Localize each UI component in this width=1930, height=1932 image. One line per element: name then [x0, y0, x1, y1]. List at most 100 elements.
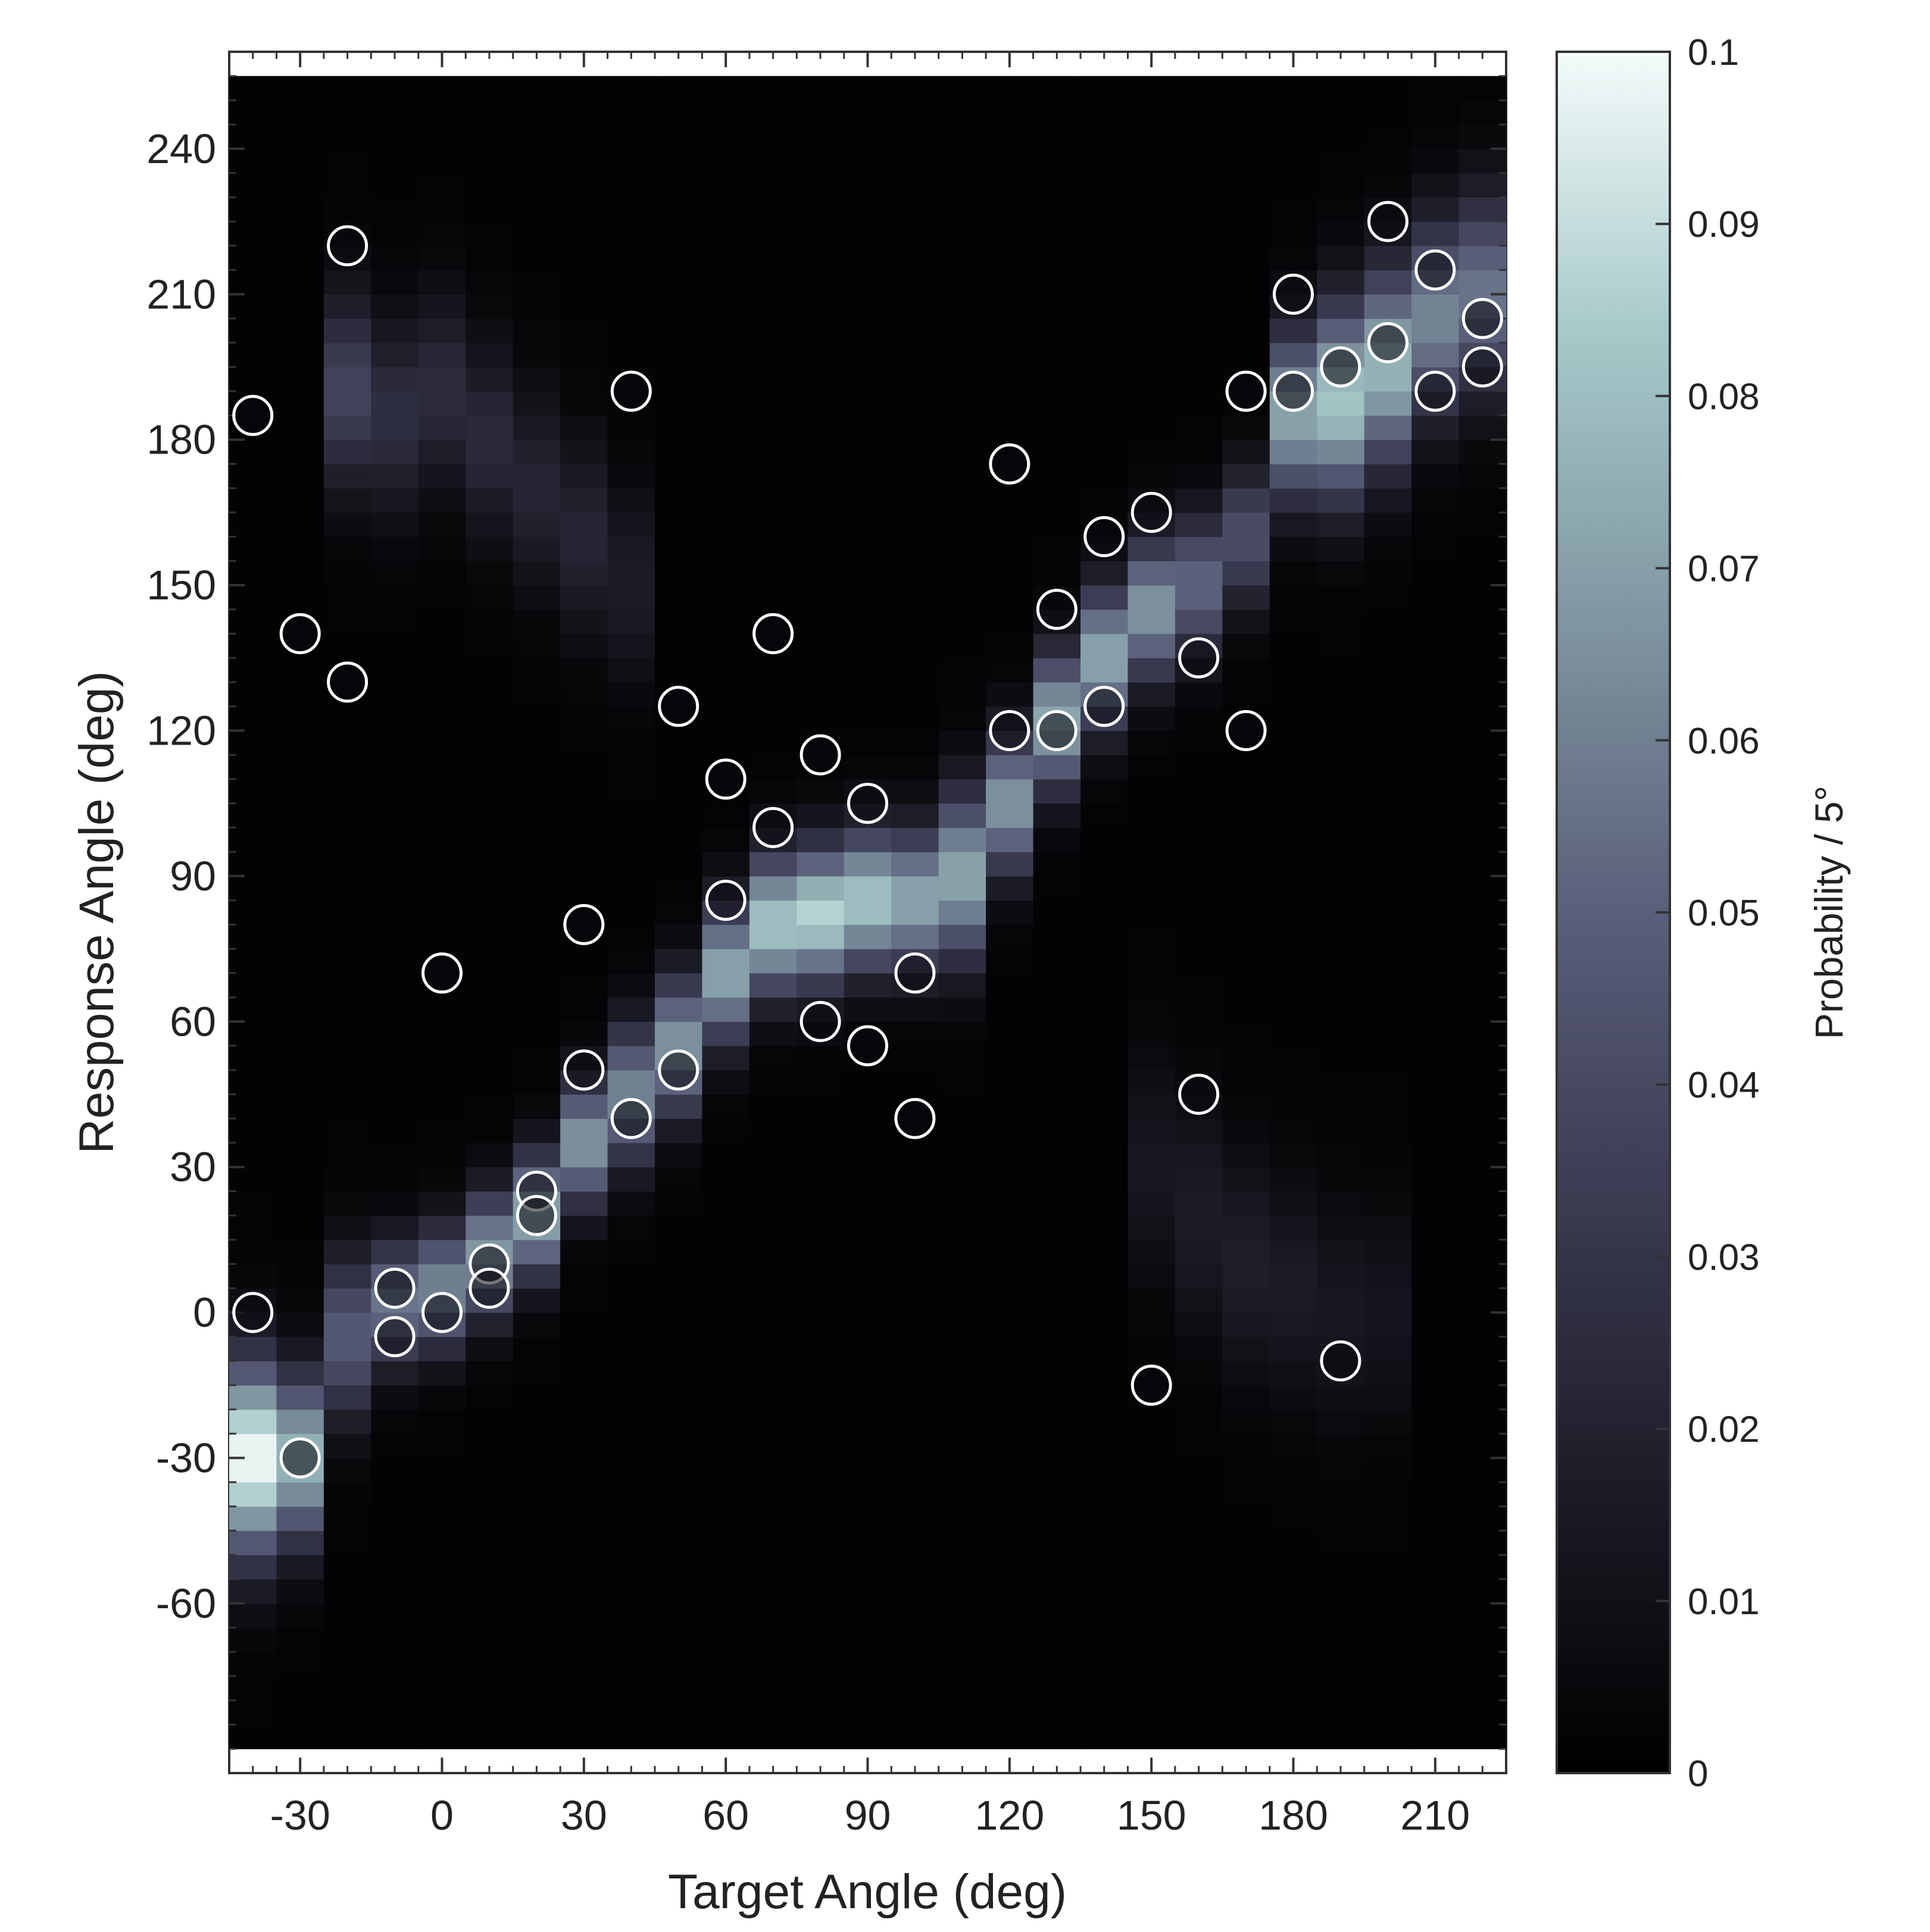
heatmap-cell [1128, 561, 1176, 586]
heatmap-cell [1411, 1652, 1460, 1677]
heatmap-cell [466, 1506, 514, 1531]
heatmap-cell [229, 1555, 277, 1580]
heatmap-cell [797, 318, 845, 343]
heatmap-cell [276, 1046, 324, 1071]
heatmap-cell [1459, 1070, 1507, 1095]
heatmap-cell [655, 367, 703, 392]
heatmap-cell [466, 1652, 514, 1677]
scatter-point [752, 806, 794, 848]
heatmap-cell [513, 1555, 561, 1580]
heatmap-cell [655, 124, 703, 149]
heatmap-cell [986, 561, 1034, 586]
heatmap-cell [607, 464, 655, 489]
heatmap-cell [749, 270, 797, 295]
heatmap-cell [1128, 682, 1176, 707]
heatmap-cell [607, 682, 655, 707]
heatmap-cell [655, 1021, 703, 1046]
heatmap-cell [702, 633, 750, 658]
y-tick-label: -30 [156, 1434, 216, 1481]
heatmap-cell [276, 488, 324, 513]
heatmap-cell [371, 318, 419, 343]
heatmap-cell [560, 415, 608, 440]
heatmap-cell [1175, 1458, 1223, 1483]
heatmap-cell [513, 1361, 561, 1386]
heatmap-cell [938, 415, 986, 440]
heatmap-cell [702, 1215, 750, 1240]
heatmap-cell [1317, 1070, 1365, 1095]
heatmap-cell [323, 1724, 371, 1749]
heatmap-cell [323, 1070, 371, 1095]
heatmap-cell [1269, 730, 1317, 755]
heatmap-cell [323, 464, 371, 489]
heatmap-cell [513, 1603, 561, 1628]
heatmap-cell [1222, 173, 1270, 198]
heatmap-cell [1033, 1385, 1081, 1410]
heatmap-cell [418, 1239, 466, 1265]
heatmap-cell [1364, 1215, 1412, 1240]
heatmap-cell [276, 464, 324, 489]
heatmap-cell [1269, 221, 1317, 246]
heatmap-cell [1175, 367, 1223, 392]
heatmap-cell [418, 803, 466, 829]
heatmap-cell [466, 1336, 514, 1362]
y-tick-label: 60 [170, 998, 216, 1045]
heatmap-cell [276, 803, 324, 829]
heatmap-cell [560, 318, 608, 343]
heatmap-cell [797, 342, 845, 368]
heatmap-cell [797, 391, 845, 416]
heatmap-cell [371, 1046, 419, 1071]
heatmap-cell [702, 1288, 750, 1313]
heatmap-cell [229, 1700, 277, 1725]
heatmap-cell [797, 197, 845, 222]
heatmap-cell [1269, 876, 1317, 901]
heatmap-cell [1411, 439, 1460, 465]
heatmap-cell [1080, 1336, 1129, 1362]
heatmap-cell [513, 1142, 561, 1168]
heatmap-cell [797, 1361, 845, 1386]
heatmap-cell [323, 803, 371, 829]
heatmap-cell [749, 439, 797, 465]
heatmap-cell [276, 221, 324, 246]
heatmap-cell [749, 1361, 797, 1386]
heatmap-cell [1175, 609, 1223, 634]
heatmap-cell [229, 1482, 277, 1507]
scatter-point [279, 1437, 321, 1478]
heatmap-cell [844, 391, 892, 416]
heatmap-cell [371, 148, 419, 174]
heatmap-cell [1080, 148, 1129, 174]
heatmap-cell [371, 294, 419, 319]
heatmap-cell [1033, 391, 1081, 416]
heatmap-cell [513, 973, 561, 998]
heatmap-cell [1317, 924, 1365, 949]
heatmap-cell [1317, 245, 1365, 271]
heatmap-cell [844, 221, 892, 246]
heatmap-cell [1411, 803, 1460, 829]
heatmap-cell [749, 1724, 797, 1749]
heatmap-cell [702, 682, 750, 707]
heatmap-cell [1128, 1046, 1176, 1071]
heatmap-cell [418, 633, 466, 658]
heatmap-cell [466, 827, 514, 852]
heatmap-cell [1317, 997, 1365, 1022]
heatmap-cell [1175, 270, 1223, 295]
heatmap-cell [844, 876, 892, 901]
heatmap-cell [1364, 561, 1412, 586]
heatmap-cell [1128, 1555, 1176, 1580]
heatmap-cell [607, 924, 655, 949]
heatmap-cell [1411, 682, 1460, 707]
heatmap-cell [466, 633, 514, 658]
heatmap-cell [607, 827, 655, 852]
heatmap-cell [418, 561, 466, 586]
heatmap-cell [418, 173, 466, 198]
heatmap-cell [1459, 561, 1507, 586]
heatmap-cell [1175, 682, 1223, 707]
heatmap-cell [418, 318, 466, 343]
heatmap-cell [229, 76, 277, 101]
heatmap-cell [513, 1070, 561, 1095]
heatmap-cell [986, 342, 1034, 368]
heatmap-cell [797, 876, 845, 901]
heatmap-cell [276, 1142, 324, 1168]
heatmap-cell [797, 148, 845, 174]
heatmap-cell [323, 1118, 371, 1143]
heatmap-cell [938, 779, 986, 804]
